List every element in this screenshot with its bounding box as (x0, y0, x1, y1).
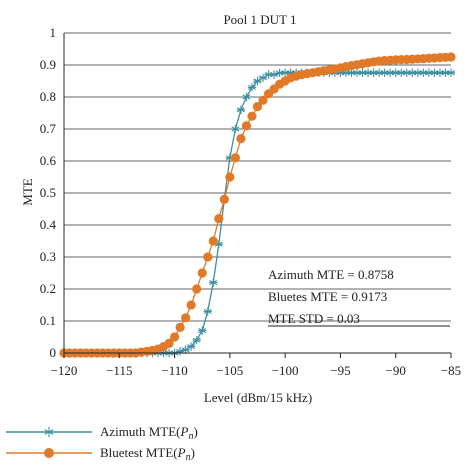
axes (63, 33, 451, 354)
data-point (231, 124, 240, 134)
data-point (230, 153, 240, 163)
y-axis-title: MTE (20, 178, 35, 206)
x-axis-title: Level (dBm/15 kHz) (204, 390, 312, 405)
data-point (208, 236, 218, 246)
legend-item-bluetest: Bluetest MTE(Pn) (6, 445, 195, 463)
x-tick-label: −105 (216, 363, 243, 378)
x-tick-labels: −120 −115 −110 −105 −100 −95 −90 −85 (51, 353, 461, 378)
y-tick-label: 0.3 (40, 249, 56, 264)
data-point (241, 121, 252, 131)
annotation-box: Azimuth MTE = 0.8758 Bluetes MTE = 0.917… (268, 267, 450, 327)
data-point (242, 92, 251, 102)
x-tick-label: −120 (51, 363, 78, 378)
data-point (186, 300, 196, 310)
x-tick-label: −90 (386, 363, 406, 378)
data-point (164, 338, 174, 348)
x-tick-label: −100 (272, 363, 299, 378)
data-point (186, 342, 196, 351)
series-line (64, 56, 452, 354)
x-tick-label: −110 (161, 363, 187, 378)
series-group (59, 52, 456, 358)
y-tick-label: 1 (50, 25, 57, 40)
data-point (446, 68, 456, 77)
series-line (64, 72, 451, 354)
data-point (258, 95, 268, 105)
data-point (214, 214, 224, 224)
data-point (198, 326, 207, 335)
data-point (219, 194, 229, 204)
legend-marker (44, 448, 54, 458)
legend-marker (44, 427, 54, 437)
annotation-bluetes-mte: Bluetes MTE = 0.9173 (268, 289, 387, 304)
annotation-mte-std: MTE STD = 0.03 (268, 311, 360, 326)
y-tick-label: 0.2 (40, 281, 56, 296)
data-point (175, 322, 185, 332)
x-tick-label: −85 (441, 363, 461, 378)
x-tick-label: −115 (106, 363, 132, 378)
y-tick-label: 0.4 (40, 217, 57, 232)
data-point (197, 268, 207, 278)
grid-lines (64, 32, 451, 354)
series-azimuth (59, 68, 456, 358)
y-tick-label: 0.8 (40, 89, 56, 104)
y-tick-label: 0.5 (40, 185, 56, 200)
legend-label: Azimuth MTE(Pn) (100, 424, 198, 442)
data-point (169, 332, 180, 342)
y-tick-label: 0.9 (40, 57, 56, 72)
legend-label: Bluetest MTE(Pn) (100, 445, 195, 463)
data-point (236, 134, 246, 144)
data-point (192, 284, 202, 294)
data-point (252, 102, 263, 112)
series-bluetest (59, 52, 456, 358)
data-point (203, 252, 213, 262)
x-tick-label: −95 (330, 363, 350, 378)
legend: Azimuth MTE(Pn) Bluetest MTE(Pn) (6, 424, 198, 463)
y-tick-label: 0.7 (40, 121, 57, 136)
data-point (446, 52, 456, 62)
data-point (209, 278, 218, 287)
data-point (247, 111, 257, 121)
y-tick-label: 0.1 (40, 313, 56, 328)
y-tick-label: 0.6 (40, 153, 57, 168)
data-point (225, 172, 235, 182)
data-point (181, 313, 191, 323)
y-tick-label: 0 (50, 345, 57, 360)
data-point (236, 105, 246, 114)
data-point (247, 83, 257, 92)
chart-title: Pool 1 DUT 1 (223, 12, 296, 27)
data-point (203, 307, 212, 316)
legend-item-azimuth: Azimuth MTE(Pn) (6, 424, 198, 442)
y-tick-labels: 0 0.1 0.2 0.3 0.4 0.5 0.6 0.7 0.8 0.9 1 (40, 25, 57, 360)
data-point (192, 336, 201, 345)
annotation-azimuth-mte: Azimuth MTE = 0.8758 (268, 267, 394, 282)
